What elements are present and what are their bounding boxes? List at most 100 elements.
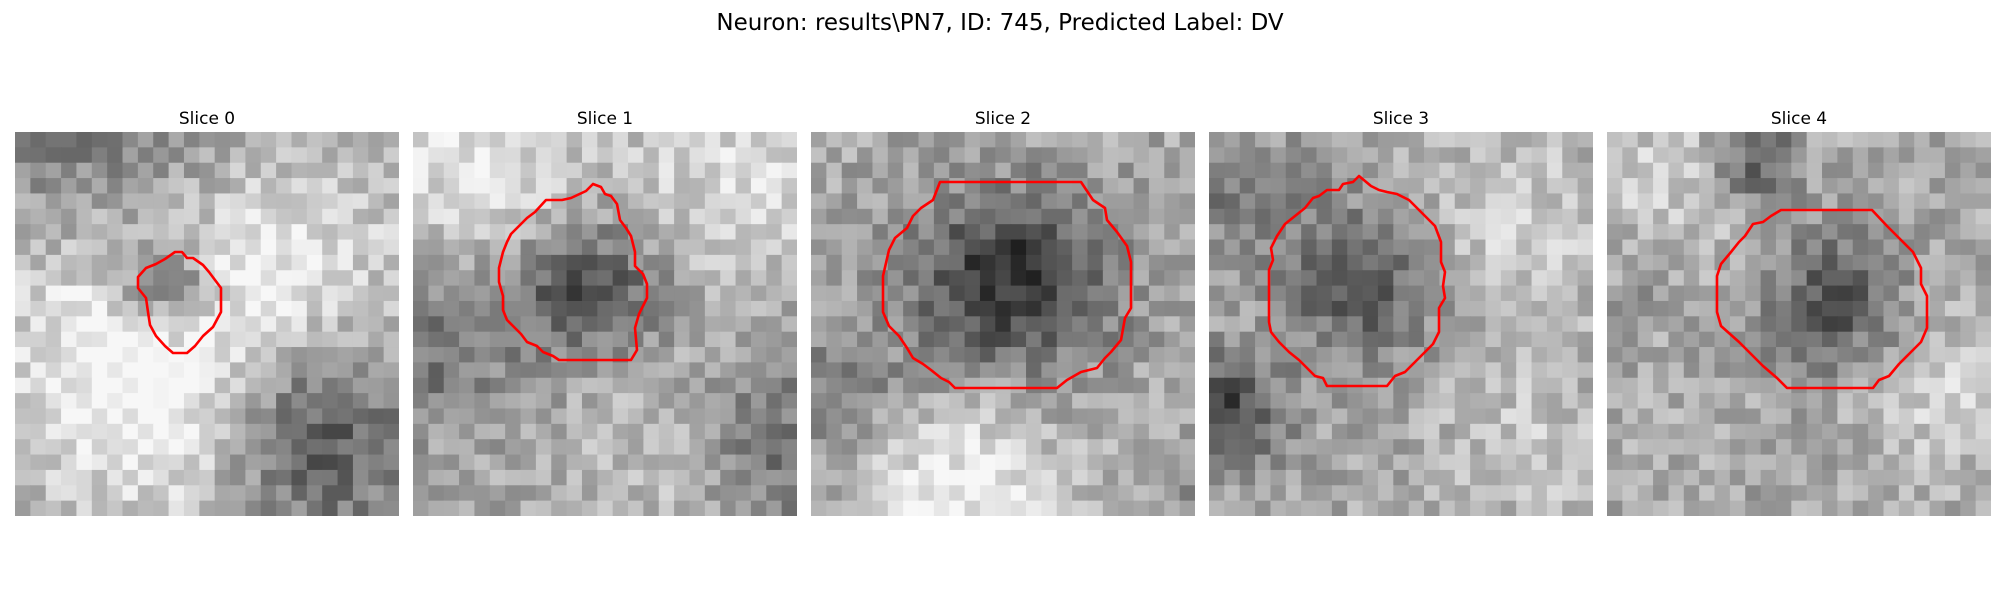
image-pixel [1729,362,1746,379]
image-pixel [1699,285,1716,302]
image-pixel [1408,408,1425,425]
image-pixel [903,316,920,333]
image-pixel [383,454,399,471]
image-pixel [505,500,522,516]
image-pixel [291,347,308,363]
image-pixel [214,439,231,456]
image-pixel [1577,485,1593,502]
image-pixel [1562,147,1579,164]
image-pixel [1714,500,1731,516]
image-pixel [1729,147,1746,164]
image-pixel [1531,362,1548,379]
image-pixel [1516,162,1533,179]
image-pixel [979,178,996,195]
image-pixel [183,377,200,394]
image-pixel [1562,316,1579,333]
image-pixel [1531,178,1548,195]
image-pixel [766,193,783,210]
image-pixel [1010,208,1027,225]
image-pixel [1164,362,1181,379]
image-pixel [1148,439,1165,456]
image-pixel [581,454,598,471]
image-pixel [520,224,537,241]
image-pixel [1439,362,1456,379]
image-pixel [30,485,47,502]
image-pixel [1041,485,1058,502]
image-pixel [1301,500,1318,516]
image-pixel [1270,347,1287,363]
image-pixel [1837,147,1854,164]
image-pixel [1868,331,1885,348]
image-pixel [1852,393,1869,410]
image-pixel [1837,224,1854,241]
image-pixel [766,469,783,486]
image-pixel [245,270,262,287]
image-pixel [1607,377,1623,394]
image-pixel [443,208,460,225]
image-pixel [811,239,827,256]
image-pixel [720,454,737,471]
image-pixel [168,423,185,440]
image-pixel [443,377,460,394]
image-pixel [1577,239,1593,256]
image-pixel [597,316,614,333]
image-pixel [459,224,476,241]
image-pixel [1454,254,1471,271]
image-pixel [1072,254,1089,271]
image-pixel [107,193,124,210]
image-pixel [276,500,293,516]
image-pixel [1056,208,1073,225]
image-pixel [781,208,797,225]
slice-panel-4: Slice 4 [1607,106,1991,516]
image-pixel [443,132,460,148]
image-pixel [1133,423,1150,440]
image-pixel [1148,208,1165,225]
image-pixel [597,469,614,486]
image-pixel [1929,193,1946,210]
image-pixel [1806,485,1823,502]
image-pixel [689,285,706,302]
image-pixel [1056,469,1073,486]
image-pixel [168,377,185,394]
image-pixel [260,439,277,456]
image-pixel [107,500,124,516]
image-pixel [1852,485,1869,502]
image-pixel [1898,423,1915,440]
image-pixel [489,331,506,348]
image-pixel [1868,408,1885,425]
image-pixel [1944,377,1961,394]
image-pixel [199,347,216,363]
image-pixel [1485,485,1502,502]
image-pixel [1485,454,1502,471]
image-pixel [872,408,889,425]
image-pixel [1760,500,1777,516]
image-pixel [76,193,93,210]
image-pixel [1454,300,1471,317]
image-pixel [91,454,108,471]
image-pixel [1668,270,1685,287]
image-pixel [1822,254,1838,271]
image-pixel [1546,162,1563,179]
image-pixel [1745,300,1762,317]
image-pixel [1316,362,1333,379]
image-pixel [1745,316,1762,333]
image-pixel [1822,224,1838,241]
image-pixel [306,193,323,210]
image-pixel [872,439,889,456]
image-pixel [1102,485,1119,502]
image-pixel [1699,178,1716,195]
image-pixel [1179,500,1195,516]
image-pixel [1546,193,1563,210]
image-pixel [1102,331,1119,348]
image-pixel [383,193,399,210]
image-pixel [1179,254,1195,271]
image-pixel [581,316,598,333]
image-pixel [1775,270,1792,287]
image-pixel [995,132,1012,148]
image-pixel [1255,500,1272,516]
image-pixel [1806,362,1823,379]
image-pixel [1683,254,1700,271]
image-pixel [368,208,385,225]
image-pixel [1285,423,1302,440]
image-pixel [826,224,843,241]
